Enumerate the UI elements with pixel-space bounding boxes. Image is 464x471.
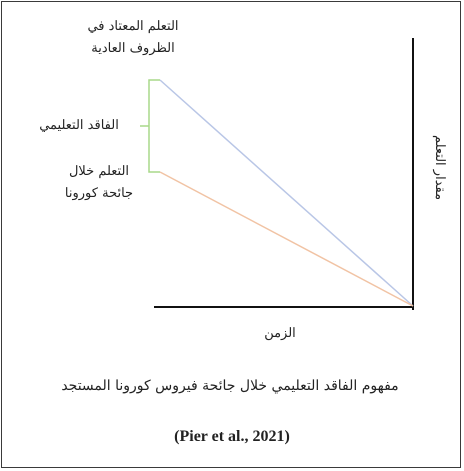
covid-learning-label-line1: التعلم خلال xyxy=(68,164,130,179)
covid-learning-label: التعلم خلال جائحة كورونا xyxy=(44,161,154,205)
normal-learning-label-line1: التعلم المعتاد في xyxy=(87,19,179,34)
learning-loss-bracket xyxy=(140,79,160,173)
normal-learning-label: التعلم المعتاد في الظروف العادية xyxy=(78,16,188,60)
learning-loss-label: الفاقد التعليمي xyxy=(39,118,119,133)
covid-learning-label-line2: جائحة كورونا xyxy=(64,186,134,201)
y-axis-label-wrap: مقدار التعلم xyxy=(420,122,460,212)
figure-caption: مفهوم الفاقد التعليمي خلال جائحة فيروس ك… xyxy=(61,378,399,394)
normal-learning-line xyxy=(159,79,414,307)
x-axis-label: الزمن xyxy=(264,326,296,341)
y-axis-label: مقدار التعلم xyxy=(432,134,448,200)
figure-citation: (Pier et al., 2021) xyxy=(174,428,290,445)
normal-learning-label-line2: الظروف العادية xyxy=(91,41,175,56)
covid-learning-line xyxy=(159,171,414,307)
